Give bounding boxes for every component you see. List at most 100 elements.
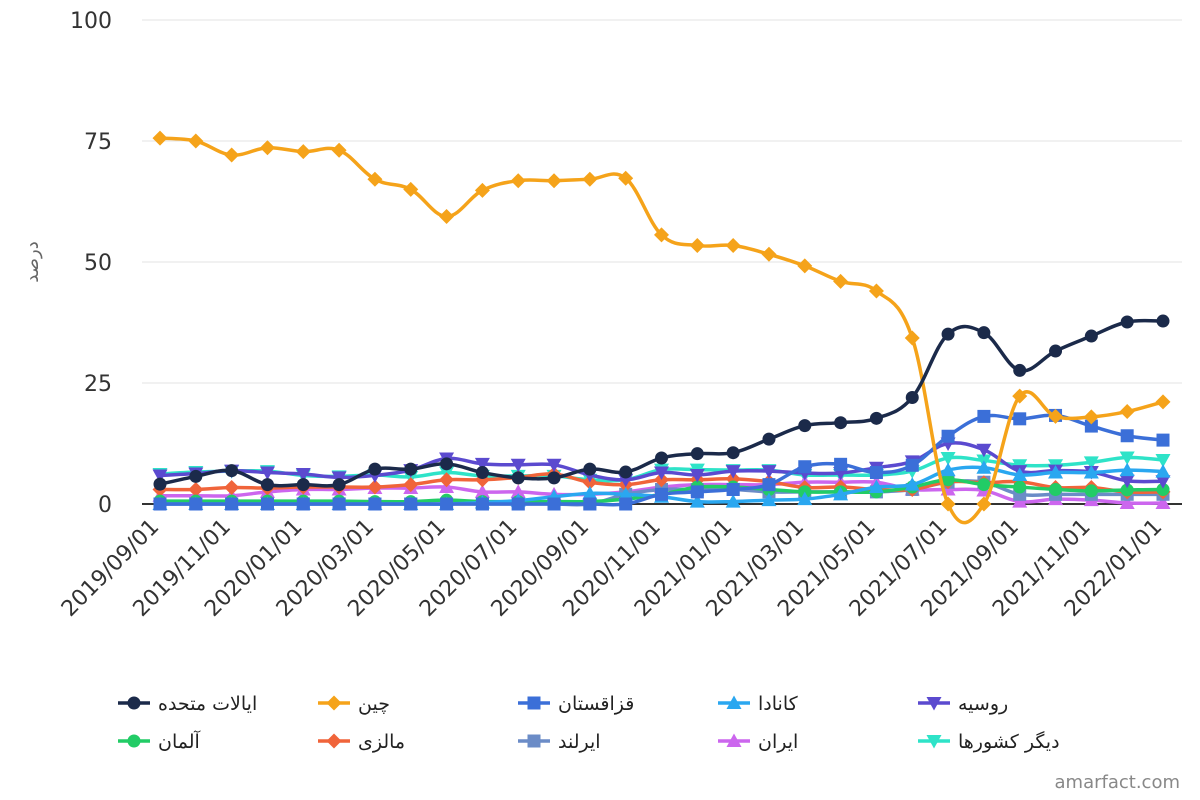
data-point xyxy=(1012,494,1028,508)
legend-marker xyxy=(726,733,742,747)
gridlines xyxy=(142,19,1182,505)
series-circle xyxy=(153,314,1170,492)
data-point xyxy=(941,327,955,341)
data-point xyxy=(689,238,705,254)
data-point xyxy=(510,173,526,189)
data-point xyxy=(977,478,991,492)
data-point xyxy=(188,481,204,497)
data-point xyxy=(1083,409,1099,425)
data-point xyxy=(1048,408,1064,424)
data-point xyxy=(259,466,275,481)
y-tick-label: 50 xyxy=(84,251,112,276)
data-point xyxy=(690,447,704,461)
data-point xyxy=(295,467,311,482)
data-point xyxy=(725,238,741,254)
data-point xyxy=(224,480,240,496)
legend-label: ایالات متحده xyxy=(158,693,257,715)
data-point xyxy=(833,273,849,289)
data-point xyxy=(153,477,167,491)
data-point xyxy=(1013,363,1027,377)
data-point xyxy=(439,209,455,225)
data-point xyxy=(296,478,310,492)
data-point xyxy=(188,133,204,149)
data-point xyxy=(1083,456,1099,470)
data-point xyxy=(977,326,991,340)
data-point xyxy=(654,227,669,243)
data-point xyxy=(510,458,526,473)
data-point xyxy=(474,484,490,498)
data-point xyxy=(510,484,526,498)
x-axis-ticks: 2019/09/012019/11/012020/01/012020/03/01… xyxy=(57,515,1167,622)
legend-item[interactable]: ایالات متحده xyxy=(118,693,257,715)
legend-marker xyxy=(926,735,942,749)
data-point xyxy=(511,471,525,485)
data-point xyxy=(332,497,346,511)
data-point xyxy=(546,173,562,189)
legend-item[interactable]: آلمان xyxy=(118,729,201,753)
data-point xyxy=(1120,315,1134,329)
data-point xyxy=(618,170,634,186)
data-point xyxy=(725,494,741,508)
legend-item[interactable]: چین xyxy=(318,693,390,715)
y-tick-label: 0 xyxy=(98,493,112,518)
data-point xyxy=(403,477,419,493)
data-point xyxy=(404,497,418,511)
data-point xyxy=(1012,467,1028,481)
data-point xyxy=(941,473,955,487)
data-point xyxy=(440,457,454,471)
legend-item[interactable]: کانادا xyxy=(718,693,799,715)
data-point xyxy=(260,497,274,511)
legend-item[interactable]: مالزی xyxy=(318,731,405,753)
data-point xyxy=(583,462,597,476)
data-point xyxy=(689,494,705,508)
y-axis-label: درصد xyxy=(22,241,43,282)
data-point xyxy=(619,465,633,479)
legend-label: چین xyxy=(358,693,390,715)
data-point xyxy=(1048,465,1064,479)
data-point xyxy=(153,497,167,511)
data-point xyxy=(260,478,274,492)
data-point xyxy=(940,452,956,466)
data-point xyxy=(475,497,489,511)
legend-item[interactable]: دیگر کشورها xyxy=(918,730,1060,753)
data-point xyxy=(511,497,525,511)
legend-marker xyxy=(527,696,541,710)
data-point xyxy=(1119,495,1135,510)
data-point xyxy=(762,478,776,492)
data-point xyxy=(440,497,454,511)
data-point xyxy=(654,466,669,481)
data-point xyxy=(1049,344,1063,358)
legend-label: ایرلند xyxy=(558,731,601,753)
data-point xyxy=(655,487,668,501)
data-point xyxy=(403,181,419,197)
legend-item[interactable]: ایرلند xyxy=(518,731,601,753)
credit-text: amarfact.com xyxy=(1055,772,1180,793)
data-point xyxy=(1119,451,1135,466)
data-point xyxy=(868,479,884,494)
data-point xyxy=(976,443,992,458)
data-point xyxy=(1155,394,1171,410)
legend-item[interactable]: روسیه xyxy=(918,693,1008,715)
data-point xyxy=(1012,388,1028,404)
data-point xyxy=(583,497,597,511)
data-point xyxy=(152,130,168,146)
data-point xyxy=(940,496,956,512)
data-point xyxy=(618,486,634,501)
data-point xyxy=(547,497,561,511)
data-point xyxy=(905,458,919,472)
legend-item[interactable]: ایران xyxy=(718,731,798,753)
legend-marker xyxy=(127,696,141,710)
legend-marker xyxy=(527,734,541,748)
legend-item[interactable]: قزاقستان xyxy=(518,693,634,715)
data-point xyxy=(189,497,203,511)
data-point xyxy=(296,497,310,511)
data-point xyxy=(940,462,956,477)
legend-label: قزاقستان xyxy=(558,693,634,715)
data-point xyxy=(1013,480,1027,494)
y-axis-ticks: 0 25 50 75 100 xyxy=(70,9,112,518)
data-point xyxy=(367,479,383,495)
data-point xyxy=(546,458,562,473)
data-point xyxy=(725,465,741,479)
data-point xyxy=(1120,483,1134,497)
